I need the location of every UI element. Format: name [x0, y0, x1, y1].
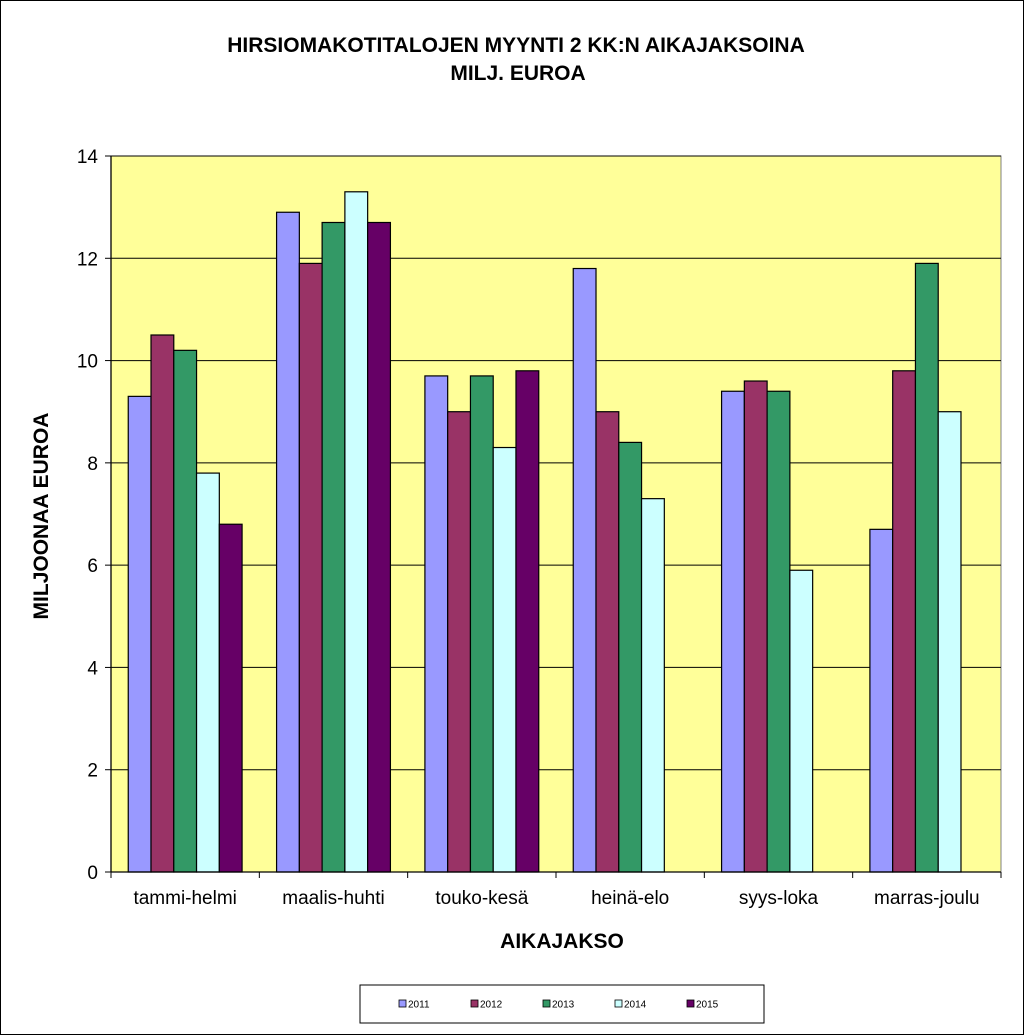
legend-swatch-2013 — [542, 999, 551, 1008]
chart-title: HIRSIOMAKOTITALOJEN MYYNTI 2 KK:N AIKAJA… — [227, 34, 805, 85]
bar-2013-5 — [914, 262, 939, 873]
bar-2014-5 — [937, 411, 962, 873]
x-tick-label: marras-joulu — [874, 888, 980, 909]
y-tick-label: 6 — [87, 556, 98, 577]
legend-box — [359, 984, 765, 1024]
bar-2011-2 — [424, 375, 449, 873]
bar-2012-0 — [150, 334, 175, 873]
legend-label: 2014 — [624, 1000, 647, 1011]
bar-2013-1 — [321, 221, 346, 873]
y-tick-label: 8 — [87, 454, 98, 475]
y-axis-title: MILJOONAA EUROA — [30, 413, 53, 620]
bar-2012-4 — [743, 380, 768, 873]
bar-2013-4 — [766, 390, 791, 873]
plot-area — [110, 155, 1002, 873]
legend-swatch-2014 — [614, 999, 623, 1008]
y-tick-label: 2 — [87, 761, 98, 782]
bar-2014-2 — [492, 446, 517, 873]
y-tick-label: 4 — [87, 658, 98, 679]
x-tick-label: heinä-elo — [591, 888, 669, 909]
bar-2011-5 — [869, 528, 894, 873]
gridlines — [111, 155, 1001, 771]
chart-title-line-2: MILJ. EUROA — [450, 62, 585, 85]
bar-2012-2 — [447, 411, 472, 873]
bar-2011-4 — [720, 390, 745, 873]
bar-2013-0 — [173, 349, 198, 873]
bar-2012-1 — [298, 262, 323, 873]
bar-2014-0 — [195, 472, 220, 873]
bar-2011-0 — [127, 395, 152, 873]
x-tick-label: maalis-huhti — [282, 888, 384, 909]
bar-2015-0 — [218, 523, 243, 873]
y-tick-label: 0 — [87, 863, 98, 884]
x-axis-title: AIKAJAKSO — [500, 930, 624, 953]
legend-label: 2015 — [696, 1000, 719, 1011]
legend-label: 2012 — [480, 1000, 503, 1011]
y-tick-label: 10 — [77, 352, 98, 373]
x-tick-label: tammi-helmi — [133, 888, 236, 909]
legend-label: 2011 — [408, 1000, 430, 1011]
y-axis-ticks: 0 2 4 6 8 10 12 14 — [77, 147, 111, 884]
bar-2012-3 — [595, 411, 620, 873]
bar-2014-4 — [789, 569, 814, 873]
bar-2015-1 — [367, 221, 392, 873]
x-tick-label: touko-kesä — [435, 888, 528, 909]
x-tick-label: syys-loka — [739, 888, 819, 909]
bar-2015-2 — [515, 370, 540, 873]
bar-2014-1 — [344, 191, 369, 873]
legend: 2011 2012 2013 2014 2015 — [359, 984, 765, 1024]
bar-2011-3 — [572, 267, 597, 873]
bar-2012-5 — [892, 370, 917, 873]
legend-label: 2013 — [552, 1000, 575, 1011]
bar-2013-3 — [618, 441, 643, 873]
y-tick-label: 12 — [77, 249, 98, 270]
x-axis-ticks: tammi-helmi maalis-huhti touko-kesä heinä-e… — [110, 872, 1002, 909]
bars — [127, 191, 962, 873]
bar-2011-1 — [275, 211, 300, 873]
bar-2014-3 — [640, 498, 665, 873]
y-tick-label: 14 — [77, 147, 99, 168]
bar-2013-2 — [469, 375, 494, 873]
legend-swatch-2011 — [398, 999, 407, 1008]
chart-title-line-1: HIRSIOMAKOTITALOJEN MYYNTI 2 KK:N AIKAJA… — [227, 34, 805, 57]
legend-swatch-2015 — [686, 999, 695, 1008]
legend-swatch-2012 — [470, 999, 479, 1008]
